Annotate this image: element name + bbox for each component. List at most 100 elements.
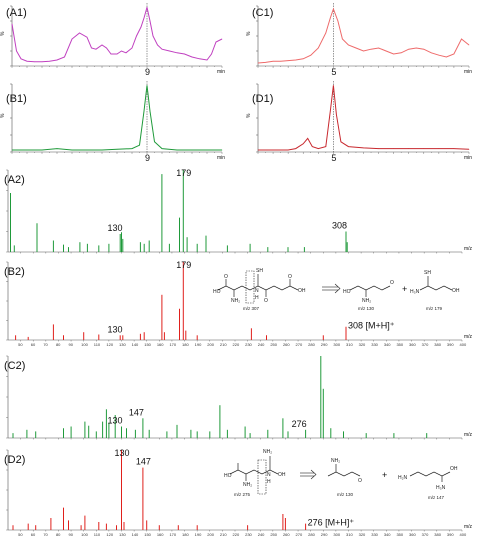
- panel-b2: (B2) 50 60 70 80 90 100 110 120 130 140 150 160 170 18…: [4, 260, 473, 347]
- panel-label: (D2): [4, 454, 25, 466]
- x-tick-label: 70: [43, 342, 48, 347]
- data-point: [416, 47, 417, 49]
- data-point: [287, 149, 289, 151]
- x-tick-label: 130: [119, 532, 126, 537]
- panel-label: (C2): [4, 360, 25, 372]
- data-point: [333, 8, 334, 10]
- x-tick-label: 400: [460, 342, 467, 347]
- data-point: [295, 148, 297, 149]
- data-point: [342, 38, 343, 40]
- x-tick-label: 290: [321, 532, 328, 537]
- data-point: [86, 149, 88, 151]
- data-point: [41, 61, 43, 63]
- x-axis-unit: m/z: [464, 246, 473, 252]
- data-point: [157, 44, 158, 46]
- cleavage-box: [245, 270, 255, 304]
- x-tick-label: 310: [346, 532, 353, 537]
- data-point: [423, 148, 425, 149]
- x-axis-unit: m/z: [464, 432, 473, 438]
- data-point: [423, 48, 425, 50]
- scheme-text: SH: [424, 270, 431, 276]
- chromatogram-line: [257, 7, 470, 64]
- chromatogram-line: [11, 7, 223, 63]
- x-tick-label: 120: [106, 342, 113, 347]
- scheme-text: NH₂: [263, 449, 272, 455]
- x-tick-label: 160: [157, 342, 164, 347]
- panel-label: (B1): [6, 93, 27, 105]
- data-point: [49, 60, 50, 62]
- x-tick-label: 290: [321, 342, 328, 347]
- data-point: [221, 38, 223, 40]
- data-point: [56, 59, 58, 61]
- data-point: [453, 148, 455, 149]
- x-tick-label: 100: [81, 532, 88, 537]
- panel-b1: (B1)% 9 min: [0, 81, 225, 163]
- data-point: [370, 48, 372, 50]
- data-point: [340, 141, 342, 143]
- data-point: [461, 38, 462, 40]
- panel-label: (D1): [252, 93, 273, 105]
- peak-label: 147: [136, 457, 151, 467]
- data-point: [307, 138, 309, 139]
- scheme-text: O: [358, 478, 362, 484]
- x-tick-label: 60: [31, 342, 36, 347]
- data-point: [11, 23, 13, 25]
- x-tick-label: 340: [384, 532, 391, 537]
- panel-c1: (C1)% 5 min: [246, 3, 472, 77]
- data-point: [191, 149, 193, 151]
- data-point: [272, 149, 274, 151]
- data-point: [378, 47, 379, 49]
- data-point: [408, 48, 410, 50]
- data-point: [101, 44, 103, 46]
- data-point: [215, 41, 217, 43]
- peak-label: 308: [332, 221, 347, 231]
- x-tick-label: 330: [371, 532, 378, 537]
- data-point: [272, 60, 274, 62]
- data-point: [378, 148, 379, 149]
- x-tick-label: 370: [422, 342, 429, 347]
- scheme-text: HO: [213, 289, 221, 295]
- peak-label: 276: [292, 419, 307, 429]
- data-point: [56, 148, 58, 149]
- cleavage-box: [257, 459, 267, 495]
- x-tick-label: 50: [18, 342, 23, 347]
- x-tick-label: 390: [447, 532, 454, 537]
- data-point: [79, 32, 80, 34]
- x-tick-label: 250: [270, 532, 277, 537]
- x-tick-label: 350: [396, 532, 403, 537]
- x-tick-label: 380: [434, 342, 441, 347]
- data-point: [287, 60, 289, 61]
- data-point: [363, 50, 364, 52]
- x-tick-label: 5: [331, 67, 336, 77]
- x-tick-label: 5: [331, 153, 336, 163]
- x-tick-label: 80: [56, 532, 61, 537]
- data-point: [325, 146, 327, 147]
- x-tick-label: 140: [132, 342, 139, 347]
- chromatogram-line: [258, 85, 470, 151]
- x-axis-unit: min: [217, 155, 225, 161]
- data-point: [325, 32, 327, 34]
- x-tick-label: 180: [182, 532, 189, 537]
- scheme-text: H₃N: [410, 289, 420, 295]
- x-tick-label: 380: [434, 532, 441, 537]
- scheme-text: O: [224, 274, 228, 280]
- peak-label: 130: [115, 448, 130, 458]
- x-tick-label: 90: [69, 342, 74, 347]
- arrow-icon: [322, 283, 341, 294]
- x-tick-label: 140: [132, 532, 139, 537]
- scheme-text: OH: [298, 288, 306, 294]
- x-tick-label: 9: [145, 153, 150, 163]
- data-point: [71, 149, 73, 151]
- data-point: [11, 149, 13, 151]
- y-axis-label: %: [0, 31, 6, 36]
- x-axis-unit: min: [464, 69, 472, 75]
- x-tick-label: 260: [283, 532, 290, 537]
- data-point: [211, 53, 212, 55]
- x-tick-label: 400: [460, 532, 467, 537]
- data-point: [337, 20, 339, 22]
- data-point: [95, 48, 97, 50]
- x-tick-label: 180: [182, 342, 189, 347]
- data-point: [206, 149, 208, 151]
- scheme-text: NH₂: [243, 482, 252, 488]
